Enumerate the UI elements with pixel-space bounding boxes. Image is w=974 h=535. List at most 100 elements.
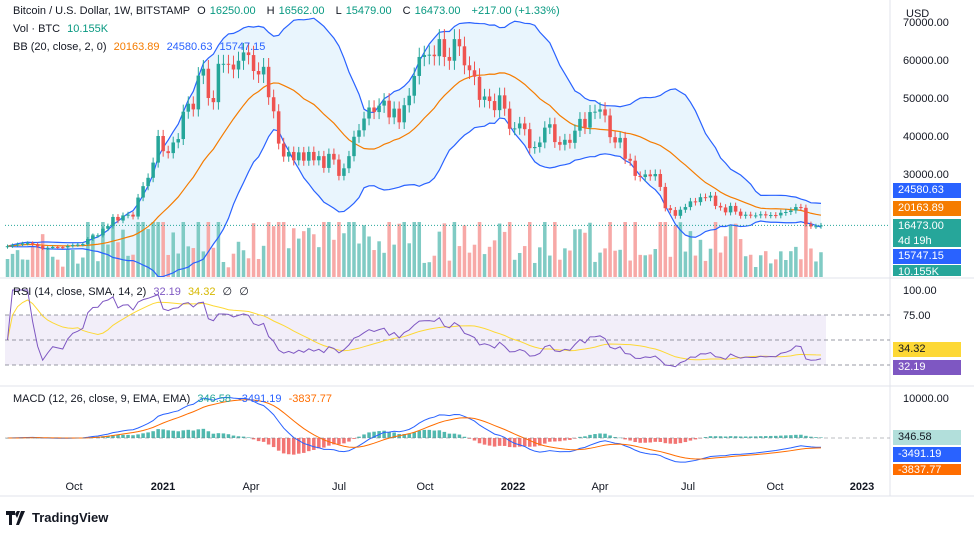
time-tick-label: Oct (416, 481, 433, 493)
volume-bar (256, 258, 261, 277)
volume-bar (271, 226, 276, 277)
macd-hist-bar (296, 438, 301, 454)
macd-hist-bar (668, 438, 673, 444)
candle-body (291, 151, 296, 161)
high-label: H (266, 5, 275, 17)
candle-body (799, 207, 803, 209)
volume-bar (352, 222, 356, 277)
volume-bar (487, 246, 492, 277)
volume-bar (809, 248, 813, 277)
candle-body (186, 103, 191, 112)
volume-bar (121, 229, 125, 277)
volume-bar (181, 222, 186, 277)
volume-bar (738, 239, 743, 277)
candle-body (387, 100, 391, 118)
volume-bar (467, 252, 472, 277)
candle-body (392, 108, 396, 118)
volume-bar (573, 229, 577, 277)
volume-bar (307, 227, 311, 277)
volume-bar (412, 222, 417, 277)
macd-hist-bar (392, 432, 396, 438)
volume-bar (286, 248, 291, 277)
candle-body (442, 39, 447, 57)
tradingview-logo[interactable]: TradingView (6, 510, 108, 525)
macd-hist-bar (638, 438, 642, 443)
candle-body (25, 243, 30, 245)
candle-body (573, 130, 577, 143)
volume-bar (462, 225, 467, 277)
macd-hist-bar (507, 438, 512, 448)
candle-body (246, 52, 251, 56)
candle-body (432, 54, 437, 57)
candle-body (357, 130, 361, 137)
candle-body (758, 214, 763, 216)
candle-body (543, 127, 547, 143)
macd-hist-bar (422, 429, 427, 438)
volume-bar (527, 222, 532, 277)
candle-body (226, 63, 231, 65)
candle-body (507, 108, 512, 129)
volume-bar (5, 259, 10, 277)
macd-hist-value: 346.58 (197, 393, 231, 405)
bb-upper-value: 24580.63 (166, 41, 213, 53)
currency-label[interactable]: USD (906, 8, 930, 20)
price-pane (5, 17, 890, 277)
macd-hist-bar (779, 435, 783, 438)
tradingview-icon (6, 510, 25, 525)
candle-body (728, 205, 733, 213)
volume-bar (327, 222, 331, 277)
volume-bar (593, 261, 597, 277)
candle-body (683, 207, 688, 210)
candle-body (307, 151, 311, 161)
candle-body (256, 71, 261, 75)
rsi-badge: 32.19 (893, 360, 961, 375)
volume-bar (397, 223, 401, 277)
macd-hist-bar (623, 438, 627, 440)
macd-hist-bar (553, 438, 557, 442)
time-tick-label: Jul (681, 481, 695, 493)
candle-body (437, 39, 442, 57)
candle-body (15, 244, 20, 246)
macd-hist-bar (402, 434, 406, 438)
macd-hist-bar (337, 438, 341, 445)
volume-bar (442, 223, 447, 277)
volume-bar (246, 258, 251, 277)
macd-hist-bar (653, 438, 658, 442)
candle-body (216, 63, 221, 103)
volume-bar (141, 222, 145, 277)
volume-bar (613, 250, 617, 277)
macd-hist-bar (814, 437, 818, 438)
candle-body (784, 212, 788, 213)
candle-body (467, 65, 472, 71)
volume-bar (452, 222, 457, 277)
macd-hist-bar (186, 429, 191, 438)
volume-bar (653, 249, 658, 277)
candle-body (533, 147, 537, 149)
macd-hist-bar (427, 429, 432, 438)
candle-body (703, 197, 708, 199)
candle-body (447, 56, 452, 61)
volume-bar (126, 255, 130, 277)
candle-body (407, 95, 411, 106)
candle-body (221, 63, 226, 65)
volume-bar (387, 222, 391, 277)
macd-hist-bar (648, 438, 653, 443)
candle-body (748, 214, 753, 216)
macd-hist-bar (432, 430, 437, 438)
candle-body (548, 124, 552, 128)
volume-bar (743, 256, 748, 277)
candle-body (648, 174, 653, 177)
candle-body (673, 210, 678, 216)
volume-bar (35, 244, 40, 277)
volume-bar (457, 246, 462, 277)
candle-body (281, 143, 286, 157)
candle-body (91, 235, 95, 239)
price-tick-label: 50000.00 (903, 93, 949, 105)
candle-body (502, 95, 507, 109)
macd-hist-bar (723, 436, 728, 438)
macd-hist-bar (261, 438, 266, 442)
volume-bar (201, 251, 206, 277)
volume-bar (312, 234, 316, 277)
candle-body (317, 156, 321, 161)
